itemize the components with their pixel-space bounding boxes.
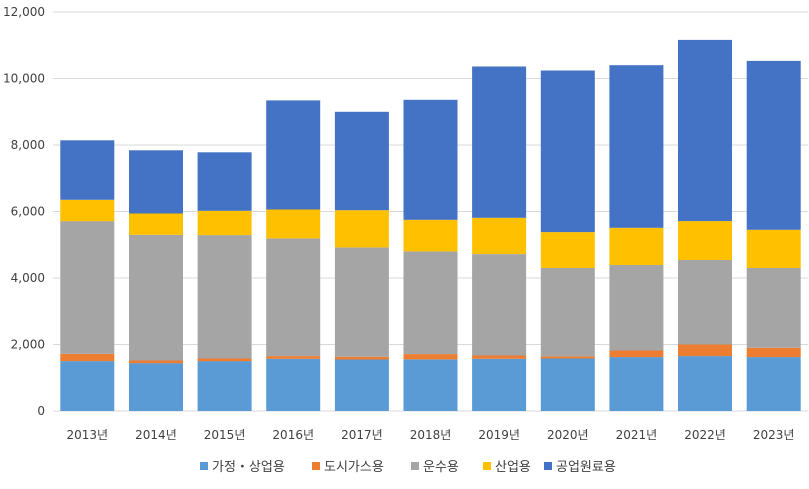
bar-segment (678, 40, 732, 221)
bar-segment (266, 210, 320, 239)
y-tick-label: 0 (37, 404, 45, 418)
bar-segment (335, 357, 389, 360)
bar-segment (198, 361, 252, 411)
bar-segment (266, 238, 320, 356)
x-tick-label: 2017년 (341, 428, 383, 442)
bar-segment (747, 357, 801, 411)
bar-segment (198, 359, 252, 362)
bar-segment (472, 359, 526, 411)
bar-segment (198, 235, 252, 358)
legend-label: 공업원료용 (556, 460, 616, 475)
bar-segment (404, 360, 458, 412)
bar-segment (541, 357, 595, 359)
bar-segment (60, 200, 114, 221)
x-tick-label: 2021년 (616, 428, 658, 442)
bar-segment (266, 100, 320, 209)
bar-segment (541, 232, 595, 268)
legend-swatch (483, 462, 491, 470)
y-tick-label: 6,000 (11, 205, 45, 219)
bar-segment (404, 251, 458, 354)
bar-segment (609, 265, 663, 351)
bar-segment (129, 363, 183, 411)
legend-label: 산업용 (495, 460, 531, 475)
x-tick-label: 2023년 (753, 428, 795, 442)
x-tick-label: 2013년 (67, 428, 109, 442)
x-tick-label: 2014년 (135, 428, 177, 442)
bar-segment (472, 67, 526, 218)
y-tick-label: 10,000 (3, 72, 45, 86)
bar-segment (129, 361, 183, 364)
bar-segment (609, 357, 663, 411)
legend-swatch (200, 462, 208, 470)
bar-segment (747, 61, 801, 230)
bar-segment (472, 254, 526, 355)
bar-segment (129, 150, 183, 213)
x-tick-label: 2018년 (410, 428, 452, 442)
bar-segment (678, 221, 732, 260)
legend-swatch (312, 462, 320, 470)
x-tick-label: 2020년 (547, 428, 589, 442)
y-tick-label: 12,000 (3, 5, 45, 19)
bar-segment (335, 247, 389, 356)
legend-swatch (544, 462, 552, 470)
legend-label: 도시가스용 (324, 460, 384, 475)
stacked-bar-chart: 0 2,000 4,000 6,000 8,000 10,000 12,000 2013년 20… (0, 0, 809, 489)
chart: 0 2,000 4,000 6,000 8,000 10,000 12,000 2013년 20… (0, 0, 809, 489)
x-tick-label: 2019년 (478, 428, 520, 442)
bar-segment (541, 359, 595, 412)
bar-segment (266, 359, 320, 411)
bar-segment (60, 361, 114, 411)
bar-segment (335, 112, 389, 210)
bar-segment (198, 152, 252, 211)
x-tick-label: 2015년 (204, 428, 246, 442)
bar-segment (404, 354, 458, 359)
bar-segment (335, 210, 389, 247)
bar-segment (60, 221, 114, 354)
legend-label: 운수용 (423, 460, 459, 475)
bar-segment (335, 360, 389, 412)
bar-segment (541, 268, 595, 356)
bar-segment (609, 351, 663, 358)
bar-segment (472, 218, 526, 254)
bar-segment (747, 268, 801, 348)
x-tick-label: 2022년 (684, 428, 726, 442)
bar-segment (747, 348, 801, 357)
bar-segment (609, 65, 663, 228)
bar-segment (404, 100, 458, 220)
bar-segment (678, 345, 732, 357)
bar-segment (60, 140, 114, 200)
y-tick-label: 4,000 (11, 271, 45, 285)
bar-segment (129, 235, 183, 361)
legend-swatch (411, 462, 419, 470)
y-tick-label: 2,000 (11, 338, 45, 352)
bar-segment (609, 228, 663, 265)
bar-segment (747, 230, 801, 268)
bar-segment (404, 220, 458, 252)
x-tick-label: 2016년 (272, 428, 314, 442)
bar-segment (472, 356, 526, 359)
bar-segment (678, 260, 732, 345)
y-tick-label: 8,000 (11, 138, 45, 152)
bar-segment (129, 214, 183, 235)
bar-segment (541, 71, 595, 233)
legend-label: 가정・상업용 (212, 460, 285, 475)
bar-segment (198, 211, 252, 235)
bar-segment (678, 356, 732, 411)
bar-segment (60, 354, 114, 361)
bar-segment (266, 356, 320, 359)
